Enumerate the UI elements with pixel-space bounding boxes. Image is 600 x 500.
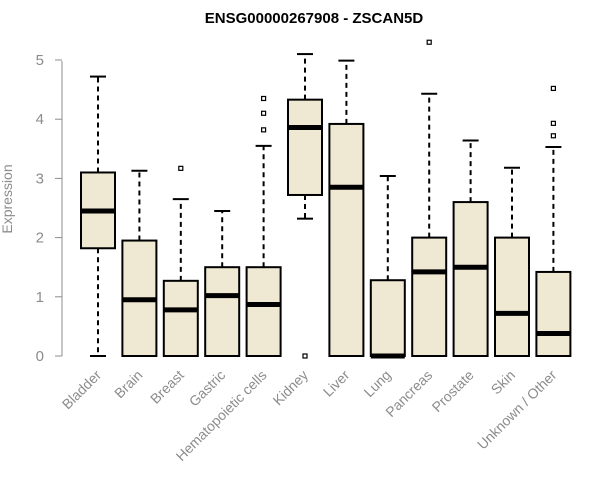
- x-tick-label: Breast: [147, 367, 187, 407]
- box-10: [494, 166, 530, 358]
- y-tick-label: 2: [36, 230, 44, 247]
- y-tick-label: 4: [36, 111, 44, 128]
- iqr-box: [369, 279, 406, 357]
- box-6: [328, 59, 365, 357]
- x-tick-label: Prostate: [429, 367, 477, 415]
- x-tick-label: Unknown / Other: [474, 367, 560, 453]
- outlier-point: [302, 353, 308, 359]
- outlier-point: [178, 165, 184, 171]
- box-2: [162, 165, 199, 358]
- y-axis-ticks: 0 1 2 3 4 5: [36, 52, 62, 365]
- iqr-box: [452, 201, 489, 357]
- y-axis-label: Expression: [0, 164, 15, 233]
- box-9: [452, 139, 489, 357]
- box-7: [369, 175, 406, 359]
- box-5: [287, 53, 323, 359]
- box-11: [535, 85, 572, 358]
- x-tick-label: Bladder: [59, 367, 105, 413]
- y-tick-label: 1: [36, 289, 44, 306]
- x-tick-label: Kidney: [270, 367, 312, 409]
- iqr-box: [494, 236, 530, 358]
- outlier-point: [261, 110, 267, 116]
- box-8: [411, 39, 448, 358]
- outlier-point: [426, 39, 432, 45]
- outlier-point: [261, 127, 267, 133]
- box-1: [121, 169, 158, 357]
- y-tick-label: 3: [36, 170, 44, 187]
- iqr-box: [204, 266, 241, 358]
- x-tick-label: Liver: [320, 367, 353, 400]
- x-tick-label: Skin: [488, 367, 519, 398]
- iqr-box: [245, 266, 282, 358]
- chart-title: ENSG00000267908 - ZSCAN5D: [205, 10, 424, 27]
- iqr-box: [328, 122, 365, 357]
- x-tick-label: Brain: [111, 367, 145, 401]
- outlier-point: [550, 85, 557, 92]
- outlier-point: [550, 133, 557, 139]
- boxes-group: [80, 39, 572, 359]
- iqr-box: [162, 279, 199, 358]
- y-tick-label: 5: [36, 52, 44, 69]
- iqr-box: [287, 98, 323, 196]
- box-0: [80, 75, 116, 357]
- box-4: [245, 95, 282, 358]
- x-tick-label: Lung: [361, 367, 394, 400]
- outlier-point: [550, 120, 557, 126]
- iqr-box: [411, 236, 448, 358]
- outlier-point: [261, 95, 267, 102]
- y-tick-label: 0: [36, 348, 44, 365]
- iqr-box: [535, 270, 572, 358]
- box-3: [204, 209, 241, 358]
